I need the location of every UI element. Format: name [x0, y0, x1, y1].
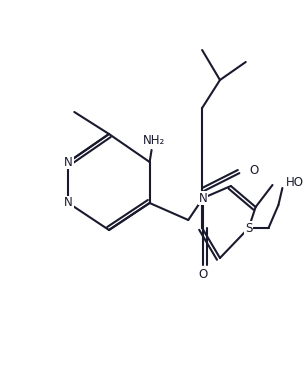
- Text: O: O: [199, 268, 208, 280]
- Text: N: N: [64, 197, 73, 209]
- Text: N: N: [64, 156, 73, 168]
- Text: S: S: [245, 222, 252, 234]
- Text: HO: HO: [286, 176, 304, 188]
- Text: NH₂: NH₂: [143, 135, 165, 147]
- Text: O: O: [250, 163, 259, 177]
- Text: N: N: [199, 191, 207, 204]
